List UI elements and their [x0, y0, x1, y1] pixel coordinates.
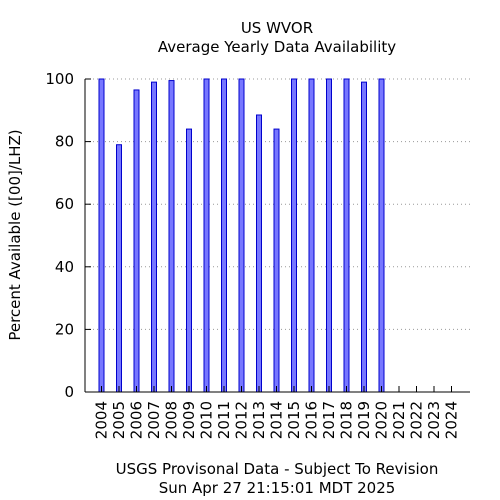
y-tick-label: 20: [55, 320, 74, 338]
x-tick-label: 2006: [128, 401, 146, 439]
x-tick-label: 2013: [250, 401, 268, 439]
bar-2006: [133, 89, 140, 393]
x-tick-label: 2014: [268, 401, 286, 439]
x-tick-label: 2015: [285, 401, 303, 439]
x-tick-label: 2011: [215, 401, 233, 439]
bar-2014: [273, 128, 280, 393]
x-tick-label: 2016: [303, 401, 321, 439]
footer-timestamp: Sun Apr 27 21:15:01 MDT 2025: [159, 479, 396, 497]
x-tick-label: 2008: [163, 401, 181, 439]
bar-2007: [151, 81, 157, 393]
bars: [98, 78, 385, 393]
x-tick-label: 2019: [355, 401, 373, 439]
x-tick-label: 2024: [443, 401, 461, 439]
x-tick-label: 2004: [93, 401, 111, 439]
bar-2005: [116, 144, 122, 393]
y-tick-label: 80: [55, 133, 74, 151]
bar-2013: [256, 114, 262, 393]
bar-2018: [343, 78, 350, 393]
x-tick-label: 2017: [320, 401, 338, 439]
bar-2008: [168, 80, 175, 393]
x-tick-labels: 2004 2005 2006 2007 2008 2009 2010 2011 2012 2013…: [93, 401, 461, 439]
bar-2015: [291, 78, 297, 393]
bar-2017: [326, 78, 332, 393]
bar-2009: [186, 128, 192, 393]
bar-2016: [308, 78, 315, 393]
axes: [84, 78, 470, 393]
bar-2004: [98, 78, 105, 393]
chart-title: US WVOR: [241, 19, 313, 37]
y-tick-label: 60: [55, 195, 74, 213]
footer-disclaimer: USGS Provisonal Data - Subject To Revisi…: [116, 460, 439, 478]
x-tick-label: 2012: [233, 401, 251, 439]
x-tick-label: 2010: [198, 401, 216, 439]
x-tick-label: 2018: [338, 401, 356, 439]
x-tick-label: 2022: [408, 401, 426, 439]
y-tick-label: 40: [55, 258, 74, 276]
y-tick-label: 0: [64, 383, 74, 401]
x-tick-label: 2020: [373, 401, 391, 439]
x-tick-label: 2021: [390, 401, 408, 439]
x-tick-label: 2007: [145, 401, 163, 439]
y-tick-label: 100: [45, 70, 74, 88]
bar-2012: [238, 78, 245, 393]
x-tick-label: 2009: [180, 401, 198, 439]
bar-2010: [203, 78, 210, 393]
y-tick-labels: 0 20 40 60 80 100: [45, 70, 74, 401]
chart-subtitle: Average Yearly Data Availability: [158, 38, 396, 56]
bar-2020: [378, 78, 385, 393]
y-axis-label: Percent Available ([00]/LHZ): [6, 129, 24, 340]
bar-2011: [221, 78, 227, 393]
x-tick-label: 2005: [110, 401, 128, 439]
bar-2019: [361, 81, 367, 393]
x-tick-label: 2023: [425, 401, 443, 439]
